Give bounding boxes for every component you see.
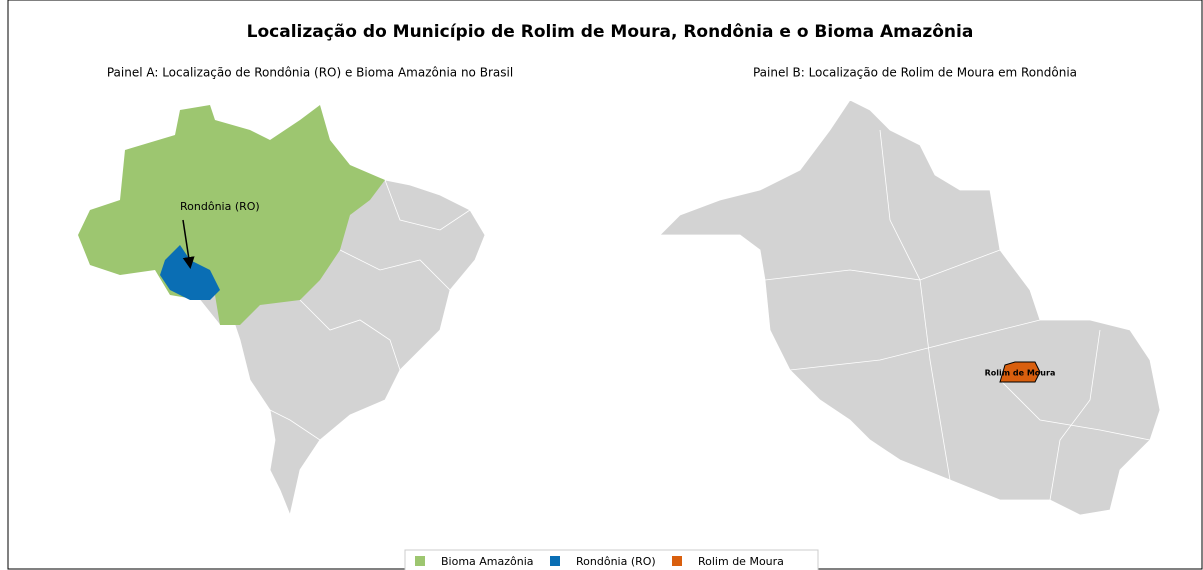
annotation: Rondônia (RO)	[180, 200, 260, 213]
legend-swatch	[672, 556, 682, 566]
rolim-de-moura	[999, 361, 1041, 383]
legend-box	[404, 549, 819, 570]
panel-a-title: Painel A: Localização de Rondônia (RO) e…	[107, 66, 513, 80]
rondonia	[160, 245, 220, 300]
legend-label: Bioma Amazônia	[441, 555, 534, 568]
legend-label: Rolim de Moura	[698, 555, 784, 568]
arrow	[182, 219, 195, 269]
panel-b-title: Painel B: Localização de Rolim de Moura …	[753, 66, 1077, 80]
legend-swatch	[550, 556, 560, 566]
rondonia-state	[659, 99, 1161, 516]
legend-swatch	[415, 556, 425, 566]
legend: Bioma Amazônia Rondônia (RO) Rolim de Mour…	[404, 549, 819, 570]
title: Localização do Município de Rolim de Mou…	[247, 22, 974, 42]
legend-label: Rondônia (RO)	[576, 555, 656, 568]
amazon-biome	[78, 105, 385, 325]
panel-a-map: Rondônia (RO)	[77, 104, 486, 517]
annotation: Rolim de Moura	[985, 369, 1056, 378]
panel-b-map: Rolim de Moura	[659, 99, 1161, 516]
